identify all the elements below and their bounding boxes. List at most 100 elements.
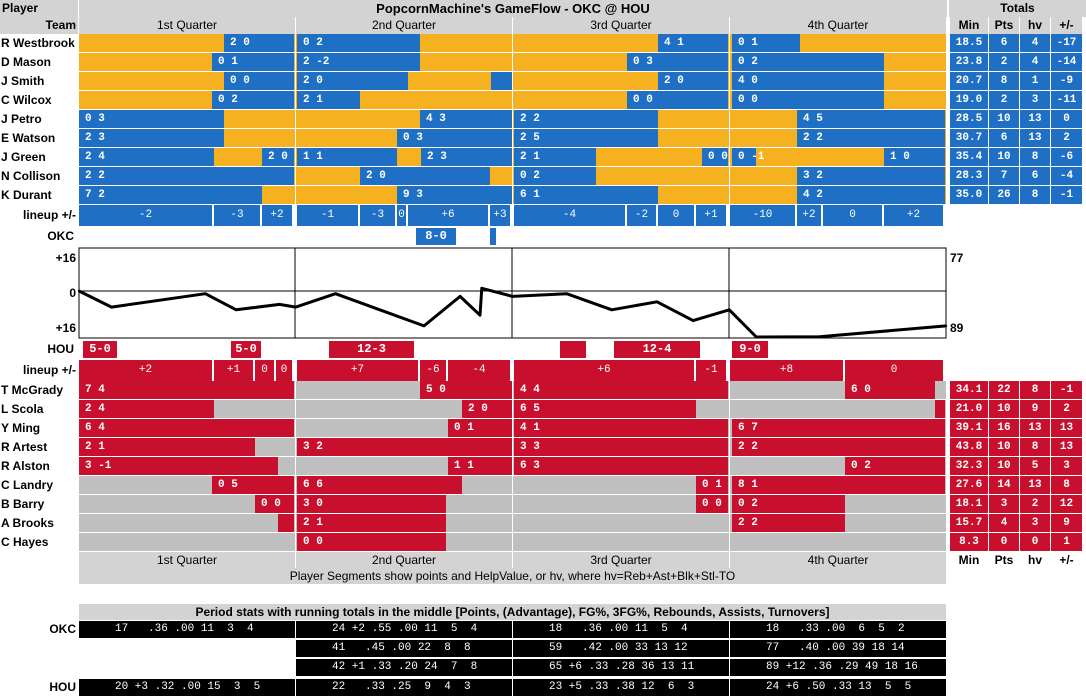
okc-lineup-segment: 0: [397, 205, 406, 226]
player-name: R Artest: [0, 438, 78, 456]
player-total: 1: [1051, 533, 1082, 551]
player-total: 13: [1020, 476, 1050, 494]
player-total: 8: [1020, 438, 1050, 456]
flow-y-bot: +16: [0, 320, 78, 336]
player-total: 14: [989, 476, 1019, 494]
on-court-segment: 0 1: [696, 476, 728, 494]
on-court-segment: 0 -1: [732, 148, 764, 166]
hou-run: 5-0: [83, 341, 117, 358]
player-name: L Scola: [0, 400, 78, 418]
bench-segment: [513, 476, 729, 494]
on-court-segment: 3 3: [514, 438, 728, 456]
okc-lineup-segment: +3: [490, 205, 510, 226]
hou-run: [560, 341, 586, 358]
player-name: D Mason: [0, 53, 78, 71]
on-court-segment: 0 2: [845, 457, 945, 475]
on-court-segment: [491, 72, 512, 90]
period-running-stat: 89 +12 .36 .29 49 18 16: [730, 659, 946, 676]
score-margin-point: [234, 308, 238, 312]
player-total: 22: [989, 381, 1019, 399]
on-court-segment: 2 1: [297, 91, 360, 109]
okc-lineup-segment: +6: [408, 205, 488, 226]
player-total: 32.3: [950, 457, 988, 475]
on-court-segment: 9 3: [397, 186, 512, 204]
on-court-segment: 2 3: [79, 129, 224, 147]
player-total: 8: [1020, 381, 1050, 399]
bench-segment: [296, 400, 512, 418]
player-total: 28.5: [950, 110, 988, 128]
on-court-segment: 0 0: [224, 72, 294, 90]
player-name: R Westbrook: [0, 34, 78, 52]
on-court-segment: 4 2: [797, 186, 945, 204]
bench-segment: [513, 495, 729, 513]
on-court-segment: 0 1: [732, 34, 800, 52]
on-court-segment: 6 3: [514, 457, 728, 475]
player-name: Y Ming: [0, 419, 78, 437]
on-court-segment: 2 2: [79, 167, 294, 185]
on-court-segment: 0 0: [255, 495, 294, 513]
period-hou-stat: 23 +5 .33 .38 12 6 3: [513, 679, 729, 696]
on-court-segment: [935, 400, 945, 418]
player-total: -9: [1051, 72, 1082, 90]
bench-segment: [730, 533, 946, 551]
player-total: -6: [1051, 148, 1082, 166]
on-court-segment: 0 0: [297, 533, 446, 551]
on-court-segment: 4 1: [514, 419, 728, 437]
okc-final-score: 77: [950, 250, 990, 266]
on-court-segment: 6 6: [297, 476, 462, 494]
score-margin-point: [511, 295, 514, 298]
okc-run-team: OKC: [0, 228, 78, 245]
on-court-segment: 0 2: [297, 34, 420, 52]
player-total: 13: [1020, 110, 1050, 128]
period-hou-stat: 24 +6 .50 .33 13 5 5: [730, 679, 946, 696]
hou-lineup-segment: -1: [696, 360, 726, 381]
on-court-segment: 2 -2: [297, 53, 420, 71]
hou-lineup-label: lineup +/-: [0, 360, 78, 381]
on-court-segment: 7 4: [79, 381, 294, 399]
score-margin-point: [204, 292, 207, 295]
on-court-segment: 2 0: [462, 400, 512, 418]
on-court-segment: 0 3: [397, 129, 512, 147]
on-court-segment: 2 2: [732, 514, 845, 532]
hou-lineup-segment: +2: [79, 360, 212, 381]
on-court-segment: 0 3: [627, 53, 728, 71]
player-total: 3: [1020, 91, 1050, 109]
player-total: 2: [989, 53, 1019, 71]
player-total: -1: [1051, 381, 1082, 399]
player-total: 43.8: [950, 438, 988, 456]
period-running-stat: 65 +6 .33 .28 36 13 11: [513, 659, 729, 676]
period-running-stat: 77 .40 .00 39 18 14: [730, 640, 946, 657]
hou-lineup-segment: 0: [276, 360, 292, 381]
on-court-segment: [278, 514, 294, 532]
okc-lineup-label: lineup +/-: [0, 205, 78, 226]
player-total: 10: [989, 457, 1019, 475]
period-hou-stat: 22 .33 .25 9 4 3: [296, 679, 512, 696]
player-total: 10: [989, 438, 1019, 456]
score-margin-point: [565, 292, 568, 295]
quarter-header: 2nd Quarter: [296, 17, 512, 34]
period-okc-stat: 17 .36 .00 11 3 4: [79, 621, 295, 638]
on-court-segment: 4 0: [732, 72, 884, 90]
period-okc-stat: 24 +2 .55 .00 11 5 4: [296, 621, 512, 638]
okc-lineup-segment: -1: [297, 205, 358, 226]
period-running-stat: 42 +1 .33 .20 24 7 8: [296, 659, 512, 676]
period-okc-label: OKC: [0, 621, 78, 638]
score-margin-point: [944, 324, 948, 328]
on-court-segment: 2 1: [297, 514, 446, 532]
on-court-segment: 2 2: [514, 110, 658, 128]
player-name: T McGrady: [0, 381, 78, 399]
player-total: 1: [1020, 72, 1050, 90]
on-court-segment: 0 1: [448, 419, 512, 437]
okc-lineup-segment: +2: [262, 205, 292, 226]
bench-segment: [79, 533, 295, 551]
player-total: 12: [1051, 495, 1082, 513]
on-court-segment: 6 1: [514, 186, 658, 204]
player-total: -11: [1051, 91, 1082, 109]
hou-run-team: HOU: [0, 341, 78, 358]
score-margin-point: [655, 300, 659, 303]
okc-lineup-segment: -2: [79, 205, 212, 226]
hou-lineup-segment: +8: [730, 360, 843, 381]
stat-footer: hv: [1020, 552, 1050, 568]
player-total: 23.8: [950, 53, 988, 71]
